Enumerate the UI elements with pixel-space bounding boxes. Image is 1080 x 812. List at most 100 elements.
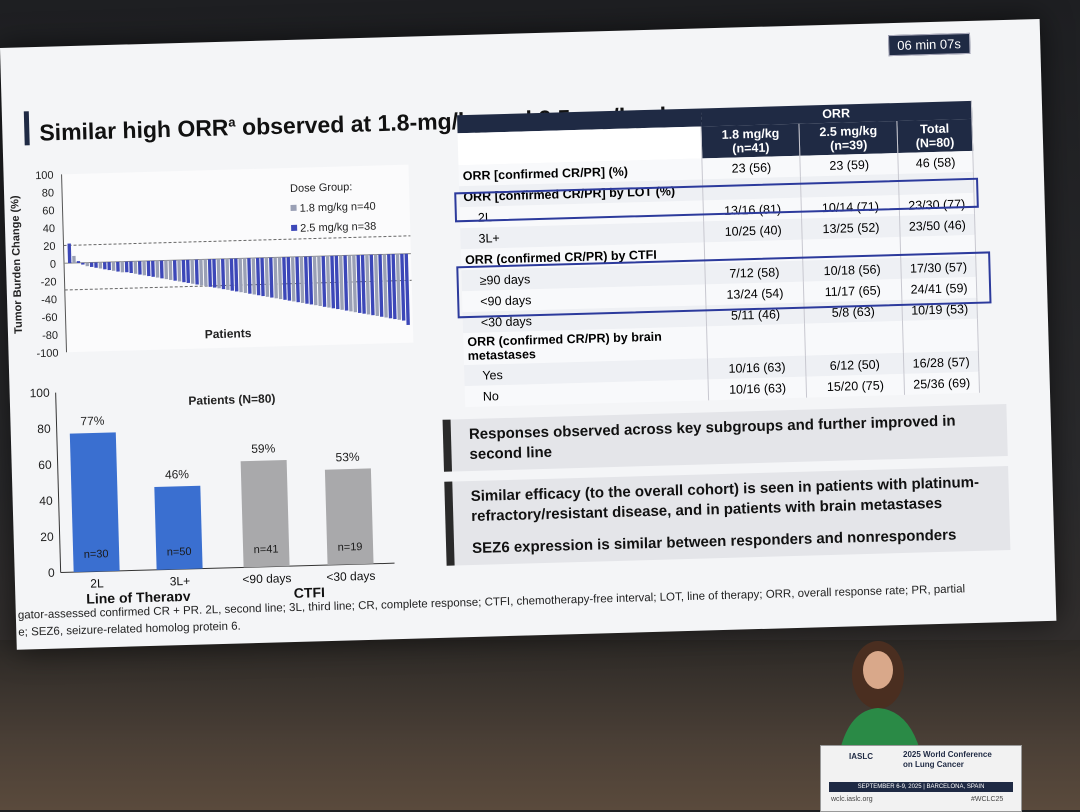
waterfall-bar [395,253,402,320]
ref-line-minus30 [64,279,412,291]
waterfall-bar [142,261,147,276]
waterfall-bar [107,261,111,271]
y-tick-label: -100 [36,347,58,360]
n-label: n=50 [167,546,192,559]
row-value: 16/28 (57) [903,350,979,374]
waterfall-bar [391,254,397,320]
waterfall-bar [365,254,371,315]
waterfall-bar [220,258,226,290]
legend-item: 2.5 mg/kg n=38 [300,221,376,235]
waterfall-bar [282,257,287,300]
waterfall-bar [229,258,234,291]
y-axis [55,392,62,573]
waterfall-bar [277,257,283,300]
waterfall-bar [199,259,204,286]
waterfall-bar [207,259,213,287]
category-label: <90 days [242,571,291,586]
waterfall-bar [255,257,261,296]
waterfall-bar [133,261,138,274]
legend-swatch [291,224,298,231]
waterfall-bar [400,253,406,321]
waterfall-bar [404,253,410,325]
waterfall-bar [264,257,270,297]
row-value [706,323,806,359]
timer: 06 min 07s [887,32,971,57]
waterfall-bar [273,257,278,299]
waterfall-bar [124,261,129,273]
waterfall-bar [177,260,182,282]
waterfall-bar [186,259,191,284]
podium: IASLC 2025 World Conference on Lung Canc… [820,745,1022,812]
waterfall-bar [343,255,349,311]
bar [324,468,374,566]
waterfall-bar [382,254,388,318]
waterfall-bar [325,255,331,308]
waterfall-bar [212,259,217,288]
col-header: 2.5 mg/kg (n=39) [799,120,898,156]
waterfall-bar [238,258,243,293]
row-value: 23 (56) [702,155,801,180]
legend-item: 1.8 mg/kg n=40 [299,201,375,215]
title-main: Similar high ORR [39,114,229,146]
row-value [804,320,904,356]
legend-title: Dose Group: [290,181,353,195]
y-tick-label: 40 [39,494,53,508]
waterfall-bar [330,255,336,309]
waterfall-bar [242,258,248,293]
row-value: 23/50 (46) [899,213,976,237]
presentation-slide: 06 min 07s Similar high ORRa observed at… [0,18,1057,650]
waterfall-bar [286,256,292,301]
value-label: 46% [165,467,190,482]
waterfall-bar [321,256,327,307]
waterfall-bar [295,256,300,303]
row-value: 15/20 (75) [806,373,905,398]
waterfall-bar [155,260,160,278]
waterfall-bar [290,256,296,302]
y-tick-label: 20 [40,530,54,544]
waterfall-bar [312,256,318,306]
row-value: 46 (58) [897,150,974,174]
row-value: 23 (59) [800,152,899,177]
waterfall-bar [111,261,116,271]
waterfall-bar [116,261,120,272]
category-label: 2L [90,576,104,590]
category-label: <30 days [326,569,375,584]
waterfall-bar [172,260,177,281]
group-label: CTFI [294,584,326,601]
waterfall-bar [129,261,133,274]
waterfall-bar [168,260,173,280]
y-tick-label: -80 [42,330,58,342]
group-label: Line of Therapy [86,588,191,606]
waterfall-bar [120,261,125,273]
waterfall-bar [164,260,169,280]
note-efficacy: Similar efficacy (to the overall cohort)… [444,466,1011,566]
y-tick-label: -60 [41,312,57,324]
waterfall-bar [269,257,274,298]
waterfall-bar [299,256,305,303]
waterfall-bar [81,262,85,265]
note-efficacy-text: Similar efficacy (to the overall cohort)… [470,473,980,526]
orr-bar-chart: 100 80 60 40 20 0 Patients (N=80) 77% n=30 2L 46% n… [29,386,395,606]
waterfall-bar [67,243,72,264]
waterfall-bar [85,262,89,267]
waterfall-bar [334,255,340,310]
speaker-figure [840,641,920,750]
row-value: 10/25 (40) [703,218,803,243]
waterfall-bar [102,262,107,270]
row-value: 13/25 (52) [801,215,901,240]
y-axis-label: Tumor Burden Change (%) [9,195,25,334]
col-header: Total (N=80) [896,118,973,153]
waterfall-bar [369,254,375,316]
podium-dates: SEPTEMBER 6-9, 2025 | BARCELONA, SPAIN [829,782,1013,792]
podium-title: 2025 World Conference on Lung Cancer [903,750,992,770]
y-tick-label: 0 [50,259,56,271]
row-value: 10/16 (63) [707,355,807,380]
y-tick-label: 40 [43,223,56,235]
col-header: 1.8 mg/kg (n=41) [701,123,801,159]
podium-logo: IASLC [849,752,873,761]
category-label: 3L+ [170,574,191,589]
waterfall-bar [94,262,98,268]
n-label: n=19 [338,541,363,554]
waterfall-bar [98,262,103,269]
n-label: n=30 [84,548,109,561]
